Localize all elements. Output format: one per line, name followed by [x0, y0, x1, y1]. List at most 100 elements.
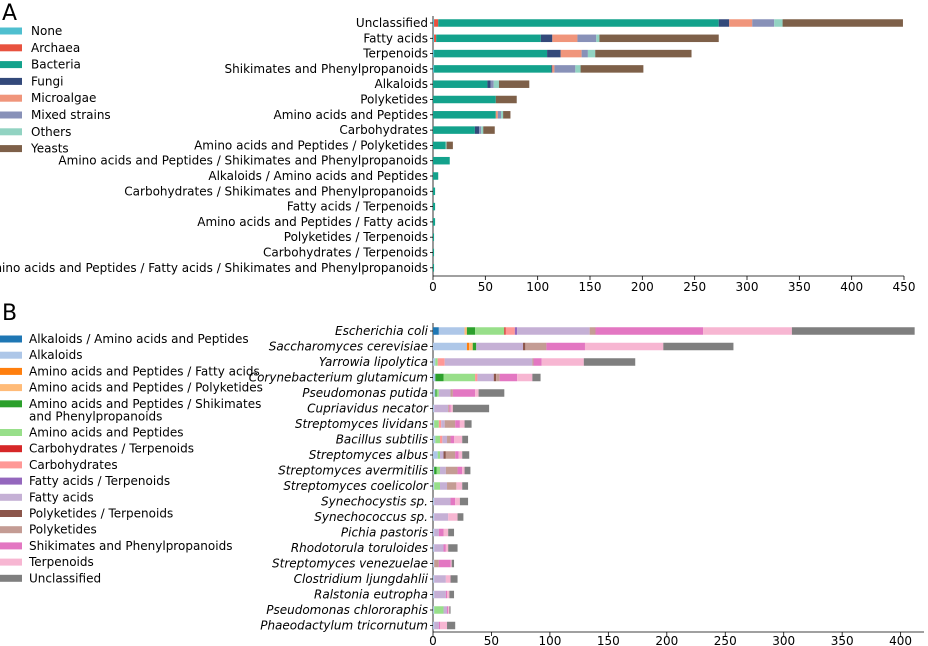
bar-segment-microalgae — [560, 49, 582, 58]
bar-segment-mixed-strains — [479, 126, 482, 134]
x-tick-label: 400 — [889, 634, 912, 646]
bar-segment-microalgae — [552, 65, 555, 73]
panel-a-letter: A — [2, 1, 17, 26]
bar-segment-polyketides — [448, 404, 450, 413]
bar-segment-others — [596, 34, 600, 43]
legend-label: Carbohydrates / Terpenoids — [29, 442, 194, 456]
legend-label: Terpenoids — [28, 555, 94, 569]
bar-segment-fatty-acids — [434, 544, 444, 552]
legend-swatch-carbohydrates — [0, 461, 22, 469]
bar-segment-amino-acids-and-peptides — [443, 373, 476, 382]
legend-label: None — [31, 24, 62, 38]
bar-segment-shikimates-and-phenylpropanoids — [447, 606, 449, 614]
legend-swatch-fungi — [0, 77, 22, 85]
bar-segment-polyketides — [444, 420, 456, 428]
bar-segment-carbohydrates — [440, 435, 443, 444]
bar-segment-fatty-acids — [434, 575, 446, 583]
category-label: Fatty acids / Terpenoids — [287, 200, 428, 214]
bar-segment-unclassified — [457, 513, 464, 521]
category-label: Amino acids and Peptides / Shikimates an… — [58, 154, 428, 168]
bar-segment-others — [445, 141, 447, 150]
category-label: Alkaloids / Amino acids and Peptides — [208, 169, 428, 183]
bar-segment-unclassified — [791, 327, 915, 335]
category-label: Pseudomonas chlororaphis — [266, 603, 428, 617]
legend-label: Microalgae — [31, 91, 96, 105]
category-label: Unclassified — [356, 16, 428, 30]
bar-segment-alkaloids — [433, 389, 436, 397]
legend-swatch-archaea — [0, 44, 22, 52]
bar-segment-unclassified — [462, 451, 470, 459]
bar-segment-alkaloids — [433, 497, 435, 506]
bar-segment-unclassified — [462, 435, 469, 444]
bar-segment-terpenoids — [541, 358, 584, 366]
legend-panel-b: Alkaloids / Amino acids and Peptides Alka… — [0, 332, 263, 585]
bar-segment-terpenoids — [458, 451, 463, 459]
bar-segment-amino-acids-and-peptides-shikimates-and-phenylpropanoids — [472, 342, 477, 351]
bar-segment-yeasts — [483, 126, 495, 134]
category-label: Saccharomyces cerevisiae — [269, 340, 428, 354]
bar-segment-fungi — [540, 34, 553, 43]
bar-segment-shikimates-and-phenylpropanoids — [457, 466, 463, 475]
legend-swatch-unclassified — [0, 574, 22, 582]
legend-label: Shikimates and Phenylpropanoids — [29, 539, 232, 553]
bar-segment-terpenoids — [703, 327, 792, 335]
bar-segment-alkaloids — [433, 590, 435, 599]
category-label: Pseudomonas putida — [302, 386, 428, 400]
bar-segment-fungi — [547, 49, 561, 58]
bar-segment-shikimates-and-phenylpropanoids — [499, 373, 518, 382]
bar-segment-mixed-strains — [490, 80, 494, 88]
bar-segment-shikimates-and-phenylpropanoids — [450, 435, 455, 444]
x-tick-label: 150 — [579, 280, 602, 294]
x-tick-label: 100 — [538, 634, 561, 646]
legend-swatch-fatty-acids-terpenoids — [0, 477, 22, 485]
bar-segment-polyketides-terpenoids — [493, 373, 497, 382]
x-tick-label: 0 — [429, 280, 437, 294]
chart-panel-a: 0 50 100 150 200 250 300 350 400 450UnclassifiedF… — [0, 16, 915, 294]
category-label: Polyketides / Terpenoids — [284, 230, 428, 244]
bar-segment-bacteria — [433, 218, 436, 226]
bar-segment-polyketides — [445, 451, 456, 459]
bar-segment-amino-acids-and-peptides — [475, 327, 505, 335]
category-label: Yarrowia lipolytica — [319, 355, 428, 369]
bar-segment-archaea — [434, 34, 437, 43]
category-label: Synechocystis sp. — [321, 495, 428, 509]
bar-segment-amino-acids-and-peptides-fatty-acids — [466, 342, 470, 351]
bar-segment-polyketides — [447, 482, 457, 490]
bar-segment-alkaloids — [433, 544, 435, 552]
bar-segment-yeasts — [782, 19, 903, 27]
bar-segment-amino-acids-and-peptides — [435, 358, 438, 366]
bar-segment-microalgae — [729, 19, 753, 27]
legend-label: Amino acids and Peptides — [29, 426, 183, 440]
bar-segment-unclassified — [478, 389, 505, 397]
bar-segment-alkaloids — [433, 342, 467, 351]
legend-swatch-amino-acids-and-peptides — [0, 429, 22, 436]
bar-segment-mixed-strains — [752, 19, 775, 27]
x-tick-label: 300 — [736, 280, 759, 294]
legend-label: Archaea — [31, 41, 80, 55]
legend-swatch-terpenoids — [0, 558, 22, 566]
bar-segment-terpenoids — [462, 466, 465, 475]
bar-segment-terpenoids — [454, 435, 463, 444]
bar-segment-fatty-acids — [477, 373, 494, 382]
x-tick-label: 200 — [631, 280, 654, 294]
bar-segment-amino-acids-and-peptides-shikimates-and-phenylpropanoids — [435, 373, 444, 382]
category-label: Streptomyces coelicolor — [283, 479, 429, 493]
legend-label: Amino acids and Peptides / Shikimates — [29, 397, 261, 411]
bar-segment-bacteria — [433, 264, 435, 272]
bar-segment-fatty-acids — [443, 606, 448, 614]
legend-swatch-carbohydrates-terpenoids — [0, 445, 22, 453]
bar-segment-alkaloids — [433, 466, 435, 475]
legend-swatch-microalgae — [0, 94, 22, 102]
legend-label: Polyketides / Terpenoids — [29, 507, 173, 521]
bar-segment-others — [501, 111, 504, 119]
category-label: Alkaloids — [374, 77, 428, 91]
x-tick-label: 150 — [597, 634, 620, 646]
bar-segment-yeasts — [580, 65, 644, 73]
category-label: Corynebacterium glutamicum — [249, 371, 428, 385]
legend-label: Alkaloids — [29, 348, 83, 362]
bar-segment-bacteria — [433, 80, 488, 88]
bar-segment-polyketides — [450, 389, 453, 397]
bar-segment-terpenoids — [448, 513, 458, 521]
bar-segment-mixed-strains — [581, 49, 588, 58]
category-label: Escherichia coli — [335, 324, 429, 338]
